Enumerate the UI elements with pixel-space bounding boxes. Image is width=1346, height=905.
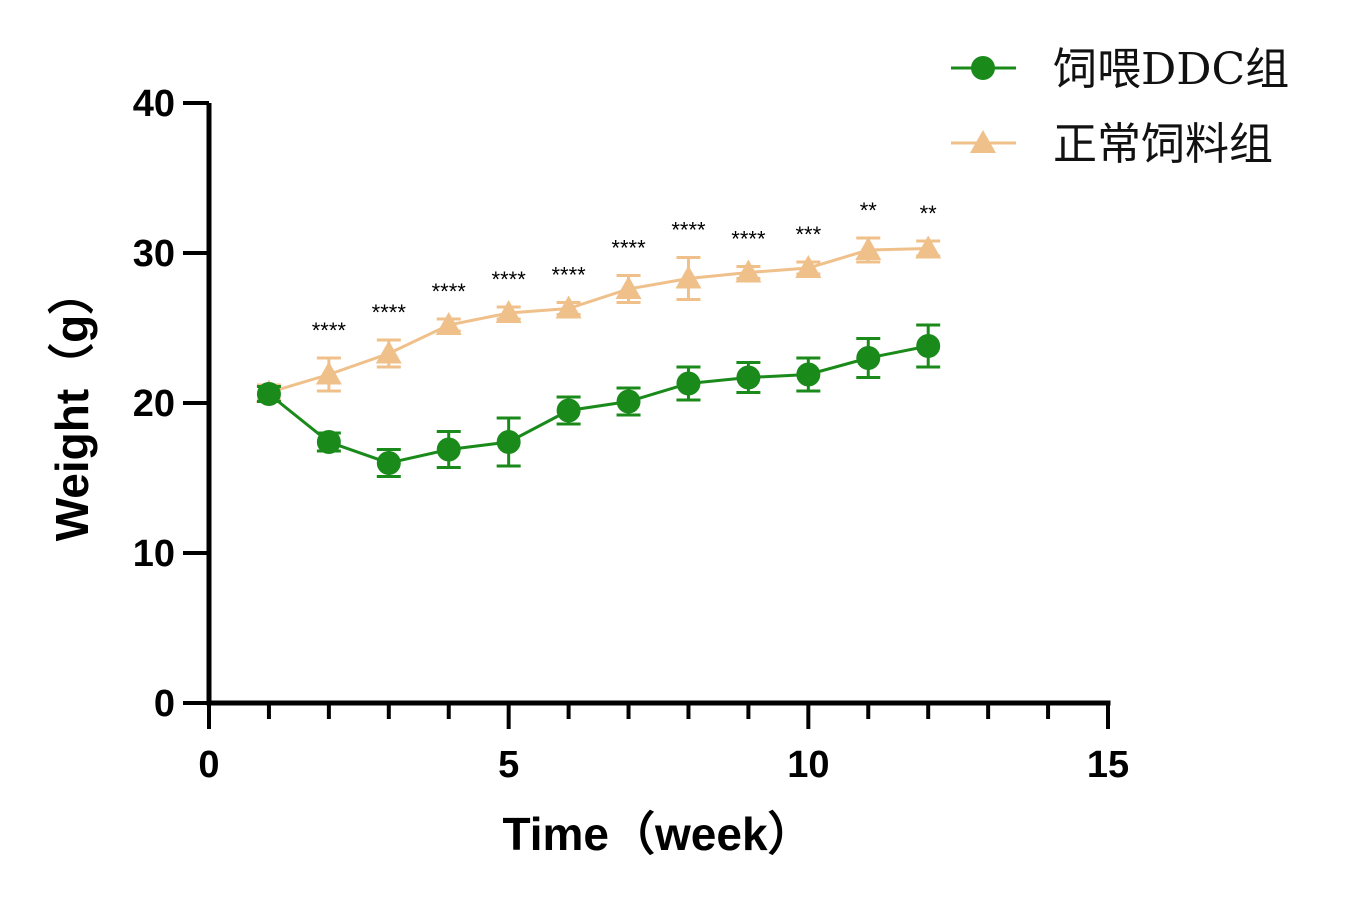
data-point <box>375 340 402 364</box>
legend-marker <box>970 130 996 153</box>
significance-label: ** <box>860 198 878 223</box>
series-1 <box>256 323 941 478</box>
significance-label: **** <box>731 227 766 252</box>
legend-marker <box>971 56 995 80</box>
series-2 <box>255 235 942 403</box>
data-point <box>676 371 701 396</box>
x-tick-label: 10 <box>787 744 829 786</box>
legend-label: 正常饲料组 <box>1053 119 1273 170</box>
data-point <box>256 382 281 406</box>
y-tick-label: 10 <box>133 533 175 575</box>
series-line <box>267 344 929 465</box>
data-point <box>555 295 582 319</box>
x-tick-label: 5 <box>498 744 519 786</box>
data-point <box>435 312 462 335</box>
significance-label: *** <box>795 222 821 247</box>
data-point <box>316 430 341 454</box>
y-axis-title: Weight（g） <box>46 269 98 542</box>
significance-label: **** <box>432 279 467 304</box>
annotation-layer: ************ **** ************ **** ***** ** <box>312 198 937 343</box>
significance-label: **** <box>611 236 646 261</box>
series-line <box>268 247 929 394</box>
data-point <box>796 362 821 387</box>
data-point <box>735 259 762 283</box>
data-point <box>496 430 521 454</box>
data-point <box>736 365 761 390</box>
data-point <box>376 451 401 475</box>
significance-label: **** <box>312 318 347 343</box>
x-tick-label: 0 <box>198 744 219 786</box>
data-point <box>855 237 882 260</box>
significance-label: ** <box>920 201 938 226</box>
data-point <box>856 346 881 370</box>
data-point <box>436 437 461 462</box>
data-point <box>795 255 822 278</box>
data-point <box>315 361 342 385</box>
series-layer <box>255 235 942 478</box>
data-point <box>556 398 581 423</box>
y-tick-label: 40 <box>133 83 175 125</box>
legend-item: 正常饲料组 <box>951 119 1273 170</box>
data-point <box>615 276 642 299</box>
significance-label: **** <box>551 263 586 288</box>
data-point <box>616 389 641 414</box>
y-tick-label: 0 <box>154 683 175 725</box>
data-point <box>916 334 941 358</box>
data-point <box>495 300 522 323</box>
legend-item: 饲喂DDC组 <box>951 44 1289 95</box>
significance-label: **** <box>372 300 407 325</box>
x-tick-label: 15 <box>1087 744 1129 786</box>
y-tick-label: 30 <box>133 233 175 275</box>
significance-label: **** <box>492 267 527 292</box>
data-point <box>675 265 702 289</box>
y-tick-label: 20 <box>133 383 175 425</box>
significance-label: **** <box>671 218 706 243</box>
axes: 0 10 20 30 40 0 5 10 15 <box>133 83 1129 786</box>
legend-label: 饲喂DDC组 <box>1053 44 1289 95</box>
x-axis-title: Time（week） <box>502 808 813 860</box>
data-point <box>915 235 942 259</box>
